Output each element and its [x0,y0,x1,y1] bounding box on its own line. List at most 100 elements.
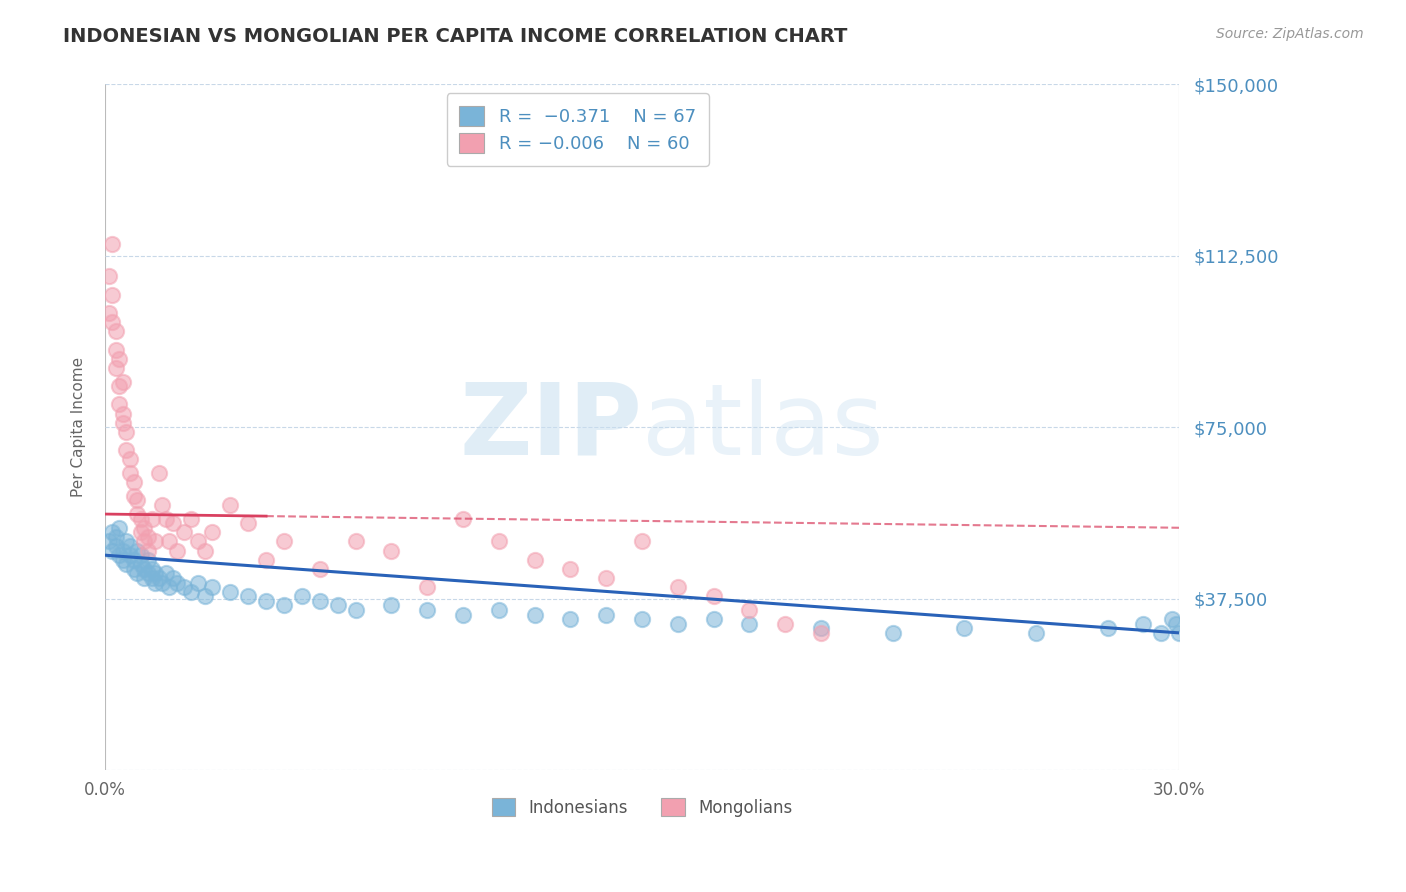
Point [108,397,131,411]
Point [111,416,134,430]
Point [111,375,134,389]
Point [560,612,582,626]
Point [155,511,177,525]
Point [127,566,149,581]
Point [141,571,163,585]
Point [115,443,138,458]
Point [273,534,295,549]
Legend: Indonesians, Mongolians: Indonesians, Mongolians [485,791,799,823]
Point [122,553,145,567]
Point [166,543,188,558]
Text: ZIP: ZIP [460,379,643,475]
Point [162,516,184,531]
Point [187,575,209,590]
Point [127,493,149,508]
Point [187,534,209,549]
Point [108,351,131,366]
Point [194,590,217,604]
Point [416,603,439,617]
Point [104,343,127,357]
Point [631,534,654,549]
Point [595,607,617,622]
Point [122,475,145,489]
Point [118,466,141,480]
Point [326,599,349,613]
Point [134,534,156,549]
Point [122,562,145,576]
Point [134,562,156,576]
Point [159,534,181,549]
Point [129,548,152,562]
Point [703,612,725,626]
Point [523,553,546,567]
Point [104,360,127,375]
Point [118,548,141,562]
Point [173,525,195,540]
Point [810,626,832,640]
Point [118,452,141,467]
Point [108,548,131,562]
Point [101,525,124,540]
Point [136,530,159,544]
Point [953,621,976,635]
Point [143,534,166,549]
Point [136,543,159,558]
Point [344,534,367,549]
Point [97,269,120,284]
Point [201,580,224,594]
Point [631,612,654,626]
Point [118,539,141,553]
Text: atlas: atlas [643,379,884,475]
Point [380,599,402,613]
Point [122,489,145,503]
Point [162,571,184,585]
Point [104,530,127,544]
Point [101,237,124,252]
Point [115,425,138,439]
Point [666,580,689,594]
Text: Source: ZipAtlas.com: Source: ZipAtlas.com [1216,27,1364,41]
Point [159,580,181,594]
Point [134,521,156,535]
Point [101,543,124,558]
Point [254,594,277,608]
Point [882,626,904,640]
Point [1168,626,1191,640]
Point [1025,626,1047,640]
Point [1161,612,1184,626]
Point [115,558,138,572]
Point [104,539,127,553]
Point [201,525,224,540]
Point [451,511,474,525]
Point [104,324,127,338]
Point [810,621,832,635]
Point [108,521,131,535]
Point [180,511,202,525]
Point [238,590,260,604]
Point [560,562,582,576]
Point [148,571,170,585]
Point [219,584,242,599]
Point [143,566,166,581]
Text: INDONESIAN VS MONGOLIAN PER CAPITA INCOME CORRELATION CHART: INDONESIAN VS MONGOLIAN PER CAPITA INCOM… [63,27,848,45]
Point [134,571,156,585]
Point [703,590,725,604]
Point [1164,616,1187,631]
Point [127,543,149,558]
Point [141,562,163,576]
Point [219,498,242,512]
Point [108,379,131,393]
Point [380,543,402,558]
Point [595,571,617,585]
Point [666,616,689,631]
Point [738,603,761,617]
Point [136,553,159,567]
Point [127,507,149,521]
Point [291,590,314,604]
Point [166,575,188,590]
Point [101,287,124,301]
Point [1150,626,1173,640]
Point [451,607,474,622]
Point [416,580,439,594]
Point [115,534,138,549]
